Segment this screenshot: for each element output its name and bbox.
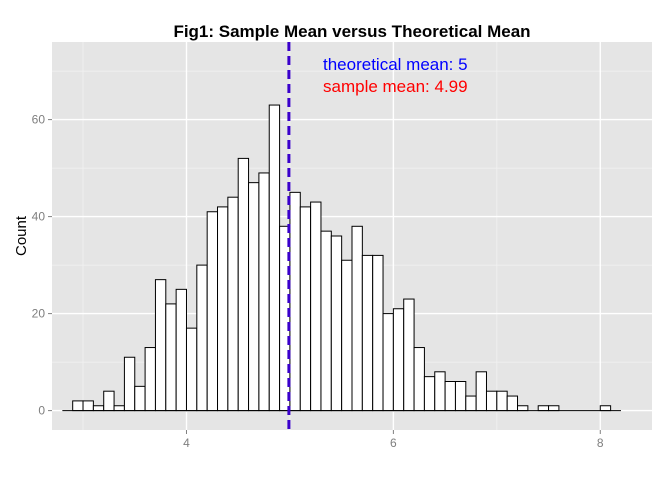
histogram-bar [237,157,250,412]
histogram-bar [175,288,187,412]
sample-mean-label: sample mean: 4.99 [323,77,468,96]
theoretical-mean-label: theoretical mean: 5 [323,55,468,74]
histogram-bar [92,405,105,412]
histogram-bar [185,327,198,412]
histogram-bar [517,405,529,412]
histogram-bar [165,303,177,412]
histogram-bar [444,381,456,412]
histogram-bar [330,235,343,412]
histogram-bar [413,347,425,412]
histogram-bar [248,182,260,412]
histogram-bar [258,172,270,412]
histogram-bar [227,196,239,412]
histogram-bar [320,230,332,412]
histogram-bar [123,356,136,412]
histogram-bar [485,390,498,412]
x-tick-label: 6 [390,436,397,450]
histogram-bar [475,371,487,412]
y-axis-title: Count [13,215,30,256]
y-tick-label: 20 [32,307,46,321]
x-tick-label: 8 [597,436,604,450]
y-axis-ticks: 0 20 40 60 [32,113,52,418]
y-tick-label: 60 [32,113,46,127]
histogram-bar [599,405,612,412]
histogram-bar [548,405,560,412]
histogram-bar [361,254,374,412]
x-tick-label: 4 [183,436,190,450]
histogram-bar [206,211,219,412]
histogram-bar [144,347,156,412]
histogram-bar [423,376,436,412]
histogram-bar [154,279,167,412]
histogram-bar [496,390,508,412]
histogram-bar [113,405,125,412]
histogram-bar [351,225,363,412]
chart-title: Fig1: Sample Mean versus Theoretical Mea… [173,22,530,41]
histogram-bar [372,254,384,412]
histogram-bar [434,371,446,412]
histogram-bar [268,104,281,412]
histogram-bar [465,395,477,412]
histogram-bar [82,400,94,412]
y-tick-label: 40 [32,210,46,224]
histogram-bar [537,405,550,412]
histogram-bar [196,264,208,412]
histogram-bar [299,206,312,412]
histogram-bar [103,390,115,412]
histogram-bar [454,381,467,412]
histogram-bar [382,313,394,412]
histogram-bar [134,385,146,412]
y-tick-label: 0 [38,404,45,418]
histogram-bar [310,201,322,412]
histogram-bar [392,308,405,412]
histogram-bar [506,395,519,412]
histogram-bar [341,259,353,412]
x-axis-ticks: 4 6 8 [183,430,604,450]
histogram-bars [72,104,612,412]
histogram-bar [72,400,84,412]
histogram-bar [403,298,415,412]
histogram-bar [217,206,229,412]
histogram-bar [289,191,301,412]
